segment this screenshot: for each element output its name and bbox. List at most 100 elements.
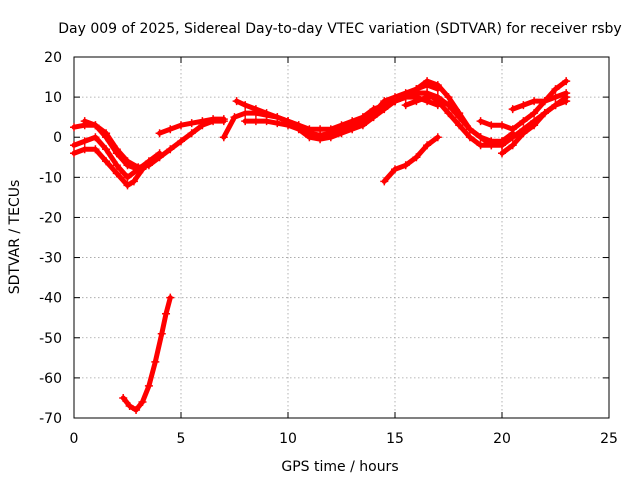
data-point [562,77,571,86]
data-point [102,133,111,142]
data-point [155,149,164,158]
data-point [123,161,132,170]
data-point [412,85,421,94]
data-point [423,141,432,150]
data-point [391,165,399,174]
x-tick-label: 5 [177,431,186,447]
y-tick-label: -10 [39,170,62,186]
data-point [316,125,325,134]
data-point [316,135,325,144]
data-point [455,113,464,122]
data-point [134,165,143,174]
data-point [155,129,164,138]
y-tick-label: -60 [39,371,62,387]
data-point [433,81,442,90]
series-arc-main-e [155,115,228,138]
data-point [476,133,485,142]
data-point [166,125,175,134]
data-point [562,89,571,98]
data-point [337,129,346,138]
x-tick-label: 20 [493,431,511,447]
data-point [262,117,271,126]
x-tick-label: 25 [600,431,618,447]
data-point [251,105,260,114]
data-point [80,117,89,126]
data-point [465,125,474,134]
data-point [326,125,335,134]
data-point [476,141,485,150]
data-point [487,141,496,150]
data-point [230,113,239,122]
y-tick-label: -40 [39,291,62,307]
data-point [91,133,100,142]
y-tick-label: 10 [44,90,62,106]
data-point [112,149,121,158]
data-point [444,101,453,110]
data-point [348,117,357,126]
data-point [273,113,282,122]
data-point [540,109,549,118]
data-point [508,125,517,134]
data-point [412,153,421,162]
data-point [551,101,560,110]
series-line [381,134,441,184]
plot-border [73,56,610,419]
data-point [129,177,138,186]
x-tick-label: 10 [279,431,297,447]
data-point [209,115,218,124]
data-point [433,93,442,102]
data-point [401,101,410,110]
data-point [433,133,442,142]
data-point [551,93,560,102]
plot-frame [73,56,610,419]
data-point [401,161,410,170]
data-point [219,115,228,124]
data-point [262,109,271,118]
data-point [157,329,166,338]
chart-title: Day 009 of 2025, Sidereal Day-to-day VTE… [58,21,621,37]
data-point [166,145,175,154]
data-point [498,149,506,158]
data-point [132,405,141,414]
data-point [412,97,421,106]
data-point [294,121,303,130]
data-point [337,121,346,130]
data-point [519,125,528,134]
data-point [508,141,517,150]
y-axis-label: SDTVAR / TECUs [7,180,23,295]
data-point [177,137,185,146]
data-layer [70,77,571,414]
data-point [123,181,132,190]
data-point [401,93,410,102]
data-point [498,121,506,130]
data-point [540,97,549,106]
data-point [380,101,389,110]
y-tick-label: -20 [39,210,62,226]
x-tick-label: 15 [386,431,404,447]
series-arc-low [119,293,175,414]
data-point [348,125,357,134]
tick-layer: 0 5 10 15 20 25 20 10 0 -10 -20 -30 -40 -50 -60 -70 [39,50,618,447]
data-point [562,97,571,106]
series-arc-late-d [508,89,571,114]
data-point [326,133,335,142]
data-point [241,109,250,118]
series-arc-late-c [498,97,571,150]
y-tick-label: -50 [39,331,62,347]
data-point [187,119,196,128]
data-point [177,121,185,130]
data-point [70,141,78,150]
data-point [102,145,111,154]
data-point [369,109,378,118]
data-point [530,97,539,106]
data-point [80,145,89,154]
series-arc-main-d [80,117,143,174]
data-point [119,393,128,402]
data-point [508,133,517,142]
data-point [102,157,111,166]
data-point [487,121,496,130]
data-point [112,161,121,170]
data-point [70,149,78,158]
data-point [70,123,78,132]
